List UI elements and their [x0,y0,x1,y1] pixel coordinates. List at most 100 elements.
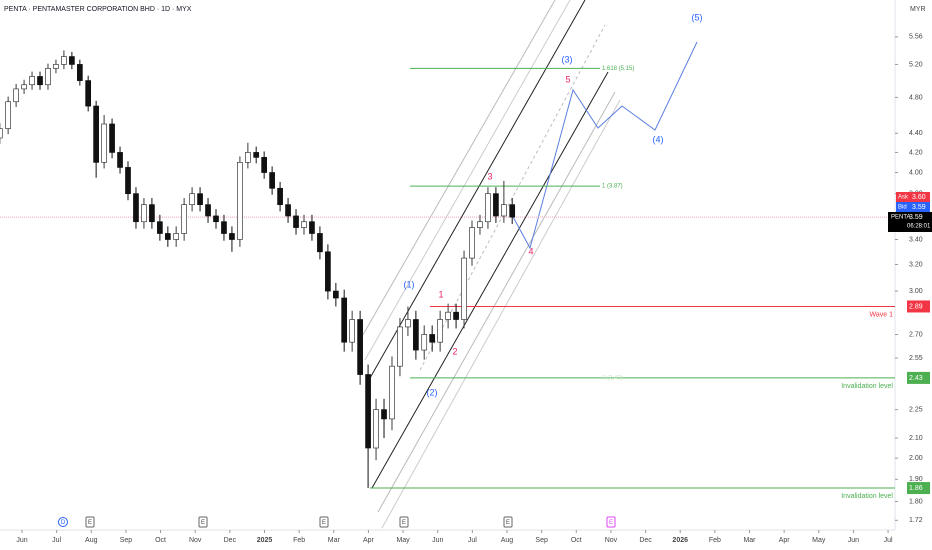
price-badge-label: 2.43 [909,375,923,382]
candle-body [477,221,483,228]
candle-body [0,128,3,139]
x-tick-label: Jul [52,537,61,544]
level-label: 1 (3.87) [602,184,623,190]
wave-label: (4) [653,134,664,144]
channel-line [377,91,616,513]
candle-body [453,311,459,320]
candle-body [365,374,371,449]
candle-body [5,101,11,129]
x-tick-label: Jul [884,537,893,544]
quote-value: 3.59 [912,204,926,211]
candle-body [29,76,35,86]
candle-body [293,215,299,228]
y-tick-label: 4.40 [909,130,923,137]
quote-badge [896,192,910,202]
candle-body [93,105,99,163]
x-tick-label: Jul [468,537,477,544]
candle-body [61,56,67,65]
x-tick-label: Nov [189,537,202,544]
x-tick-label: Nov [605,537,618,544]
currency: MYR [910,6,926,13]
event-label: E [201,520,205,526]
event-label: D [61,520,66,526]
candle-body [141,204,147,223]
level-label: Wave 1 [870,311,894,318]
channel-line [381,99,621,529]
quote-badge [910,202,930,212]
wave-label: (2) [427,387,438,397]
candle-body [405,319,411,328]
candle-body [133,193,139,223]
candle-body [77,64,83,81]
x-tick-label: Dec [224,537,237,544]
y-tick-label: 3.20 [909,261,923,268]
y-tick-label: 1.90 [909,476,923,483]
projection-path [511,41,698,250]
x-tick-label: Apr [779,537,791,544]
x-tick-label: Oct [571,537,582,544]
candle-body [493,193,499,217]
candle-body [501,204,507,217]
x-tick-label: Aug [85,537,98,544]
x-tick-label: May [396,537,410,544]
channel-line [364,0,571,361]
candle-body [429,334,436,343]
channel-midline [419,24,606,371]
y-tick-label: 2.55 [909,355,923,362]
x-tick-label: Sep [535,537,548,544]
event-icon [606,516,616,528]
x-tick-label: 2026 [672,537,688,544]
candle-body [373,409,379,449]
event-label: E [506,520,510,526]
y-tick-label: 3.40 [909,236,923,243]
quote-badge [888,212,932,232]
event-label: E [609,520,613,526]
level-label: Invalidation level [841,493,893,500]
wave-label: 3 [487,171,492,181]
candle-body [421,334,428,351]
x-tick-label: Feb [709,537,721,544]
candle-body [413,319,419,351]
price-badge [907,300,930,313]
y-tick-label: 4.80 [909,94,923,101]
event-icon [85,516,95,528]
candle-body [237,162,243,240]
x-tick-label: Aug [501,537,514,544]
candle-body [181,204,187,234]
x-tick-label: Mar [328,537,341,544]
price-badge-label: 1.86 [909,485,923,492]
channel-line [359,0,556,341]
candle-body [509,204,516,218]
candle-body [317,233,323,253]
y-tick-label: 2.00 [909,455,923,462]
quote-value: 3.59 [909,214,923,221]
candle-body [85,80,92,107]
candle-body [221,221,227,234]
candle-body [173,233,180,240]
x-tick-label: Feb [293,537,305,544]
quote-badge [896,202,910,212]
x-tick-label: Jun [432,537,443,544]
candle-body [349,319,355,343]
candle-body [101,123,107,163]
wave-label: (5) [692,12,703,22]
candle-body [381,409,387,420]
candle-body [245,152,251,163]
y-tick-label: 2.10 [909,435,923,442]
candle-body [45,68,51,86]
quote-name: Ask [898,195,909,201]
candle-body [341,297,348,343]
candle-body [37,76,43,86]
candle-body [461,257,467,320]
candle-body [357,319,363,375]
candle-body [485,193,491,223]
candle-body [437,319,443,343]
candle-body [277,187,283,206]
x-tick-label: Sep [120,537,133,544]
candle-body [333,290,339,299]
price-badge [907,482,930,495]
event-label: E [402,520,406,526]
wave-label: 5 [565,74,570,84]
wave-label: (3) [562,54,573,64]
